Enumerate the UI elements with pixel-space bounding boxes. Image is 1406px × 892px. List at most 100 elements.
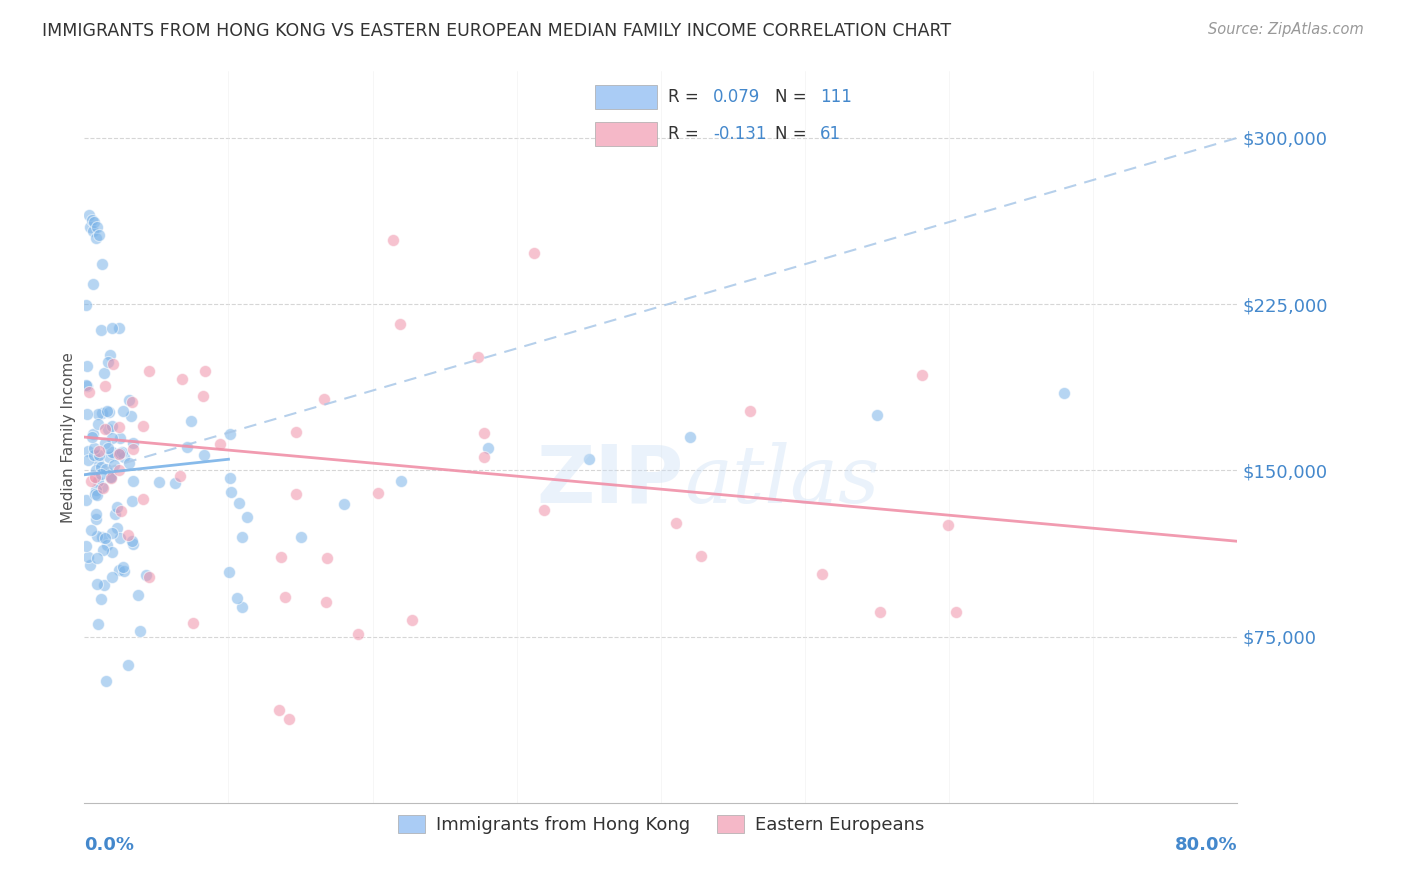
Point bbox=[148, 475, 170, 489]
Point bbox=[110, 504, 132, 518]
Point bbox=[90, 460, 112, 475]
Point bbox=[90, 323, 112, 337]
Point bbox=[401, 614, 423, 628]
Point bbox=[76, 407, 98, 421]
Point bbox=[120, 409, 142, 424]
Point bbox=[86, 219, 108, 234]
Point bbox=[112, 564, 135, 578]
FancyBboxPatch shape bbox=[595, 86, 657, 110]
Point bbox=[79, 219, 101, 234]
Point bbox=[388, 317, 411, 331]
Point bbox=[90, 530, 112, 544]
Point bbox=[194, 364, 217, 378]
Point bbox=[94, 422, 117, 436]
Point bbox=[87, 407, 110, 421]
Point bbox=[86, 488, 108, 502]
Point bbox=[117, 528, 139, 542]
Point bbox=[226, 591, 249, 606]
Point bbox=[315, 551, 337, 566]
Point bbox=[690, 549, 713, 563]
Point bbox=[90, 480, 112, 494]
Point bbox=[1053, 385, 1076, 400]
Point bbox=[176, 440, 198, 454]
Point bbox=[285, 425, 308, 439]
Point bbox=[104, 448, 127, 462]
Point bbox=[218, 471, 240, 485]
Point bbox=[314, 392, 336, 406]
Point bbox=[665, 516, 688, 530]
Point bbox=[90, 592, 112, 607]
Point bbox=[132, 491, 155, 506]
Point bbox=[91, 257, 114, 271]
Point bbox=[163, 476, 186, 491]
Point bbox=[82, 427, 104, 442]
Point bbox=[121, 494, 143, 508]
Point bbox=[97, 355, 120, 369]
Point bbox=[100, 471, 122, 485]
Point bbox=[117, 658, 139, 673]
Point bbox=[278, 712, 301, 726]
Point bbox=[75, 492, 97, 507]
Point bbox=[169, 469, 191, 483]
Point bbox=[127, 588, 149, 602]
Point bbox=[97, 450, 120, 464]
Point bbox=[103, 507, 125, 521]
Point bbox=[738, 404, 761, 418]
Point bbox=[936, 517, 959, 532]
Point bbox=[118, 392, 141, 407]
Point bbox=[82, 224, 104, 238]
Point bbox=[218, 426, 240, 441]
Point bbox=[75, 539, 97, 553]
Point bbox=[93, 577, 115, 591]
Point bbox=[108, 446, 131, 460]
Point bbox=[129, 624, 152, 639]
Point bbox=[121, 394, 143, 409]
Point bbox=[679, 430, 702, 444]
Point bbox=[866, 408, 889, 422]
Point bbox=[101, 419, 124, 434]
Point bbox=[231, 529, 253, 543]
Point bbox=[209, 437, 232, 451]
Point bbox=[98, 347, 121, 361]
Point bbox=[945, 605, 967, 619]
Point bbox=[87, 444, 110, 458]
Text: N =: N = bbox=[775, 125, 811, 143]
Point bbox=[83, 448, 105, 462]
Point bbox=[93, 367, 115, 381]
Point bbox=[811, 567, 834, 582]
Point bbox=[86, 528, 108, 542]
Point bbox=[90, 467, 112, 481]
Point bbox=[86, 576, 108, 591]
Point bbox=[101, 357, 124, 371]
Point bbox=[100, 444, 122, 458]
Point bbox=[84, 507, 107, 521]
Point bbox=[108, 321, 131, 335]
Point bbox=[87, 616, 110, 631]
Point bbox=[290, 530, 312, 544]
Point bbox=[107, 463, 129, 477]
Point bbox=[122, 436, 145, 450]
Point bbox=[76, 359, 98, 373]
Point bbox=[77, 384, 100, 399]
Point bbox=[869, 605, 891, 619]
Text: R =: R = bbox=[668, 88, 704, 106]
Point bbox=[80, 430, 103, 444]
Point bbox=[84, 463, 107, 477]
Point bbox=[522, 245, 544, 260]
Point bbox=[84, 483, 107, 497]
Point bbox=[76, 550, 98, 565]
Point bbox=[94, 379, 117, 393]
Point bbox=[105, 520, 128, 534]
Point bbox=[108, 532, 131, 546]
Point bbox=[333, 497, 356, 511]
Point bbox=[228, 496, 250, 510]
Point bbox=[533, 503, 555, 517]
Point bbox=[391, 475, 413, 489]
Point bbox=[100, 470, 122, 484]
Point bbox=[367, 486, 389, 500]
Point bbox=[284, 486, 307, 500]
Point bbox=[101, 570, 124, 584]
Point bbox=[107, 563, 129, 577]
Point bbox=[218, 565, 240, 579]
Point bbox=[94, 462, 117, 476]
